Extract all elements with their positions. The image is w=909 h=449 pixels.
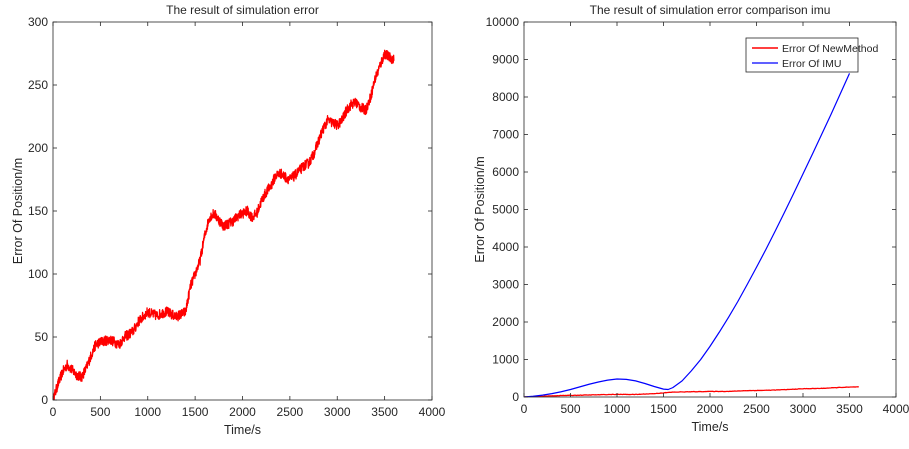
chart-left-ytick-label: 300 [28, 15, 48, 29]
chart-right-ytick-label: 1000 [492, 353, 519, 367]
chart-left-xtick-label: 1500 [182, 405, 209, 419]
chart-left-ytick-label: 50 [35, 330, 49, 344]
chart-right-title: The result of simulation error compariso… [590, 3, 831, 17]
chart-right-xtick-label: 1000 [604, 402, 631, 416]
chart-right-ylabel: Error Of Position/m [473, 156, 487, 262]
chart-left-ytick-label: 0 [41, 393, 48, 407]
chart-right-ytick-label: 9000 [492, 53, 519, 67]
legend-box [745, 37, 859, 73]
chart-left-series-0-line [53, 49, 395, 400]
chart-left-ytick-label: 150 [28, 204, 48, 218]
chart-right: The result of simulation error compariso… [473, 3, 909, 434]
legend-label-imu: Error Of IMU [782, 58, 842, 70]
chart-left-xtick-label: 3000 [324, 405, 351, 419]
chart-left-xtick-label: 3500 [371, 405, 398, 419]
chart-left-ylabel: Error Of Position/m [11, 158, 25, 264]
chart-right-ytick-label: 4000 [492, 240, 519, 254]
chart-right-ytick-label: 2000 [492, 315, 519, 329]
chart-right-xtick-label: 2500 [743, 402, 770, 416]
chart-left-xtick-label: 1000 [134, 405, 161, 419]
chart-right-ytick-label: 5000 [492, 203, 519, 217]
chart-right-ytick-label: 6000 [492, 165, 519, 179]
chart-right-ytick-label: 10000 [486, 15, 520, 29]
chart-right-xtick-label: 0 [521, 402, 528, 416]
chart-left-xtick-label: 2500 [277, 405, 304, 419]
chart-right-xtick-label: 3000 [790, 402, 817, 416]
chart-right-ytick-label: 0 [512, 390, 519, 404]
chart-right-series-0-line [524, 386, 859, 397]
chart-left: The result of simulation error Time/s Er… [11, 3, 446, 437]
chart-right-xtick-label: 4000 [883, 402, 909, 416]
chart-right-xtick-label: 1500 [650, 402, 677, 416]
chart-left-xlabel: Time/s [224, 423, 261, 437]
chart-left-xtick-label: 2000 [229, 405, 256, 419]
chart-left-ytick-label: 100 [28, 267, 48, 281]
chart-right-xtick-label: 3500 [836, 402, 863, 416]
chart-right-legend: Error Of NewMethod Error Of IMU [745, 37, 878, 73]
chart-left-title: The result of simulation error [166, 3, 319, 17]
chart-right-series-1-line [524, 73, 851, 397]
chart-left-xtick-label: 4000 [419, 405, 446, 419]
chart-right-xtick-label: 2000 [697, 402, 724, 416]
chart-right-ytick-label: 3000 [492, 278, 519, 292]
chart-left-ytick-label: 250 [28, 78, 48, 92]
chart-right-xlabel: Time/s [691, 420, 728, 434]
chart-right-xtick-label: 500 [560, 402, 580, 416]
legend-label-newmethod: Error Of NewMethod [782, 43, 878, 55]
chart-left-xtick-label: 0 [50, 405, 57, 419]
chart-left-xtick-label: 500 [90, 405, 110, 419]
chart-right-ytick-label: 8000 [492, 90, 519, 104]
chart-left-ytick-label: 200 [28, 141, 48, 155]
chart-right-ytick-label: 7000 [492, 128, 519, 142]
